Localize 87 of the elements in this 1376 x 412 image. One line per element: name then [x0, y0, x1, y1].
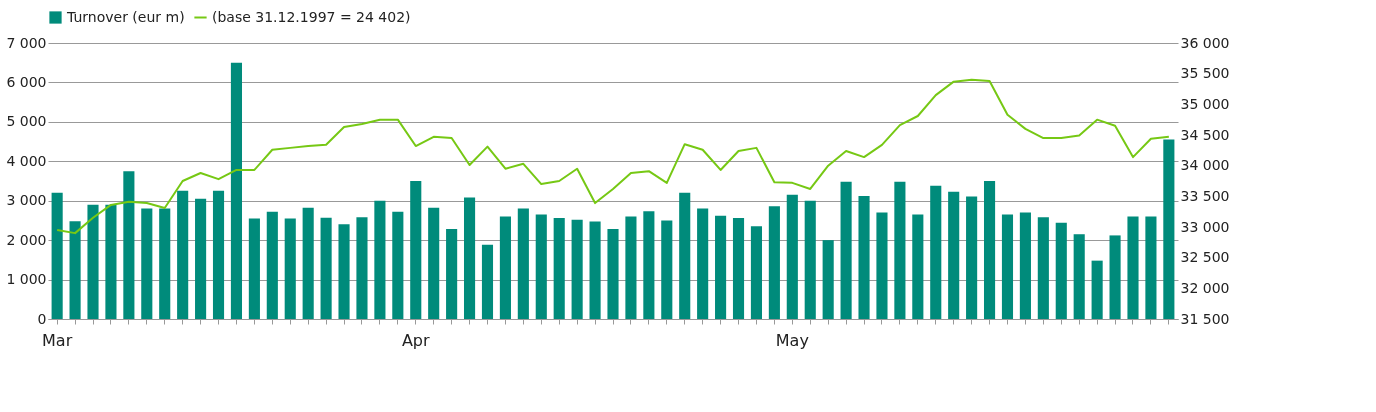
y2-tick-label: 33 500 [1180, 187, 1230, 204]
bar [320, 217, 332, 319]
bar [661, 220, 673, 319]
bar [51, 192, 63, 319]
bar [768, 206, 780, 319]
bar [858, 195, 870, 319]
bar [177, 190, 189, 319]
x-tick-label: May [775, 330, 809, 350]
y-tick-label: 7 000 [6, 34, 47, 51]
y2-tick-label: 32 000 [1180, 279, 1230, 296]
bar [392, 211, 404, 319]
y-tick-label: 4 000 [6, 152, 47, 169]
line-series [56, 78, 1170, 235]
bar [750, 226, 763, 319]
y2-tick-label: 36 000 [1180, 34, 1230, 51]
bar [1091, 260, 1103, 319]
bar [123, 171, 135, 319]
y2-tick-label: 31 500 [1180, 310, 1230, 327]
bar [786, 194, 798, 319]
bar [87, 204, 99, 319]
bar [625, 216, 637, 319]
bar [1145, 216, 1157, 319]
bar [230, 62, 243, 319]
legend-label: (base 31.12.1997 = 24 402) [212, 8, 411, 25]
x-tick-label: Mar [42, 330, 73, 350]
bar [571, 219, 583, 319]
y-tick-label: 6 000 [6, 73, 47, 90]
bar [732, 218, 745, 319]
bar [983, 181, 996, 319]
bar [266, 211, 278, 319]
bar [1109, 235, 1121, 319]
bar [876, 212, 888, 319]
y2-tick-label: 34 500 [1180, 126, 1230, 143]
bar [141, 208, 153, 319]
bar [195, 198, 207, 319]
bar [159, 208, 171, 319]
y-tick-label: 3 000 [6, 192, 47, 209]
bar [643, 211, 655, 319]
y2-tick-label: 34 000 [1180, 157, 1230, 174]
bar [446, 229, 458, 319]
bar [589, 221, 601, 319]
bar [948, 191, 960, 319]
bar [840, 181, 852, 319]
bar [1073, 234, 1085, 319]
y2-tick-label: 32 500 [1180, 249, 1230, 266]
bar [1019, 212, 1031, 319]
bar [212, 190, 225, 319]
bar [356, 217, 368, 319]
bar [374, 200, 386, 319]
bar [553, 218, 565, 319]
bar [463, 197, 476, 319]
bar [517, 208, 529, 319]
bar [69, 221, 81, 319]
y-tick-label: 1 000 [6, 271, 47, 288]
y2-tick-label: 35 500 [1180, 65, 1230, 82]
bar [966, 196, 978, 319]
bar [1055, 222, 1067, 319]
bar [535, 214, 547, 319]
bar [912, 214, 924, 319]
y-tick-label: 5 000 [6, 113, 47, 130]
y-tick-label: 0 [37, 310, 47, 327]
bar [338, 224, 350, 319]
bar [697, 208, 709, 319]
bar [248, 218, 260, 319]
y2-tick-label: 33 000 [1180, 218, 1230, 235]
bar [1037, 217, 1049, 319]
bar [894, 181, 906, 319]
bar [679, 192, 691, 319]
bar [481, 244, 494, 319]
bar [607, 229, 619, 319]
bar [428, 207, 440, 319]
bar [1001, 214, 1014, 319]
legend-label: Turnover (eur m) [66, 8, 185, 25]
bar [105, 204, 117, 319]
bar [822, 240, 834, 319]
bar [302, 207, 314, 319]
bar [930, 185, 942, 319]
bar [410, 181, 422, 319]
bar [804, 200, 816, 319]
bar [284, 218, 296, 319]
bar [1163, 139, 1175, 319]
y-tick-label: 2 000 [6, 231, 47, 248]
bar [1127, 216, 1139, 319]
bar [715, 215, 727, 319]
bar [499, 216, 511, 319]
x-tick-label: Apr [401, 330, 431, 350]
y2-tick-label: 35 000 [1180, 95, 1230, 112]
